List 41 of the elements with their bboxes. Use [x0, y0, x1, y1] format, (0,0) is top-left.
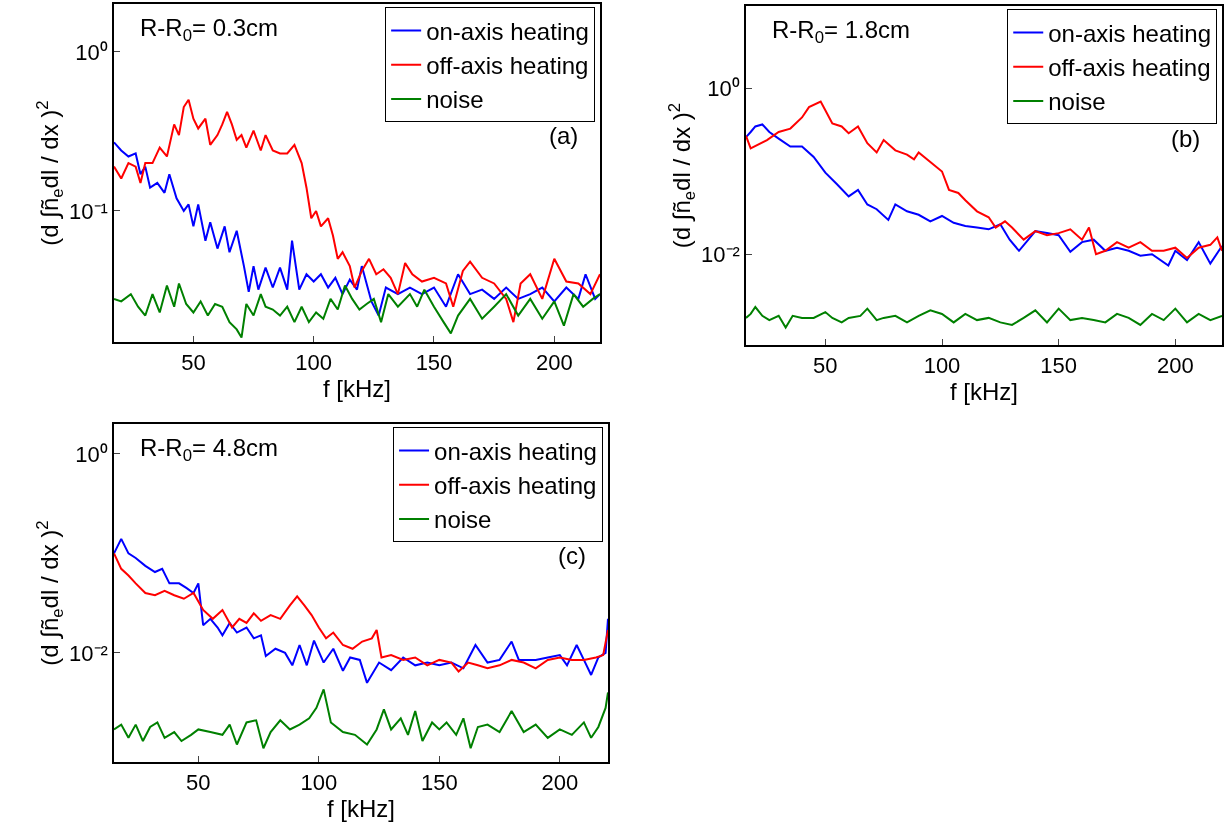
- x-tick-label: 150: [1040, 353, 1078, 379]
- x-axis-title: f [kHz]: [322, 375, 392, 403]
- legend-label: on-axis heating: [434, 437, 597, 465]
- x-tick-label: 200: [541, 770, 579, 796]
- line-series: [746, 306, 1222, 329]
- x-tick-label: 150: [415, 350, 453, 376]
- x-tick-label: 50: [181, 350, 206, 376]
- x-tick-label: 200: [1156, 353, 1194, 379]
- legend-label: noise: [426, 86, 484, 114]
- x-tick-label: 100: [923, 353, 961, 379]
- annotation: R-R$_{0}$= 0.3cm: [140, 14, 279, 46]
- legend-label: noise: [434, 506, 492, 534]
- line-series: [114, 688, 608, 750]
- legend-label: noise: [1048, 88, 1106, 116]
- y-tick-label: 10⁻²: [701, 241, 740, 267]
- legend-label: on-axis heating: [426, 17, 589, 45]
- y-tick-label: 10⁰: [75, 39, 108, 65]
- annotation: R-R$_{0}$= 1.8cm: [772, 16, 911, 48]
- x-tick-label: 150: [420, 770, 458, 796]
- x-tick-label: 50: [186, 770, 211, 796]
- legend-label: off-axis heating: [426, 52, 589, 80]
- annotation: R-R$_{0}$= 4.8cm: [140, 434, 279, 466]
- annotation: (a): [549, 122, 579, 149]
- x-tick-label: 100: [300, 770, 338, 796]
- x-tick-label: 200: [535, 350, 573, 376]
- legend-label: off-axis heating: [1048, 54, 1211, 82]
- annotation: (b): [1171, 125, 1201, 152]
- legend-label: off-axis heating: [434, 472, 597, 500]
- y-tick-label: 10⁰: [707, 76, 740, 102]
- annotation: (c): [558, 542, 586, 569]
- x-axis-title: f [kHz]: [326, 795, 396, 823]
- x-axis-title: f [kHz]: [949, 378, 1019, 406]
- line-series: [114, 537, 608, 684]
- x-tick-label: 100: [295, 350, 333, 376]
- y-tick-label: 10⁻²: [69, 640, 108, 666]
- legend-label: on-axis heating: [1048, 19, 1212, 47]
- x-tick-label: 50: [813, 353, 838, 379]
- line-series: [746, 123, 1222, 267]
- y-tick-label: 10⁰: [75, 441, 108, 467]
- line-series: [114, 282, 600, 339]
- y-tick-label: 10⁻¹: [69, 198, 108, 224]
